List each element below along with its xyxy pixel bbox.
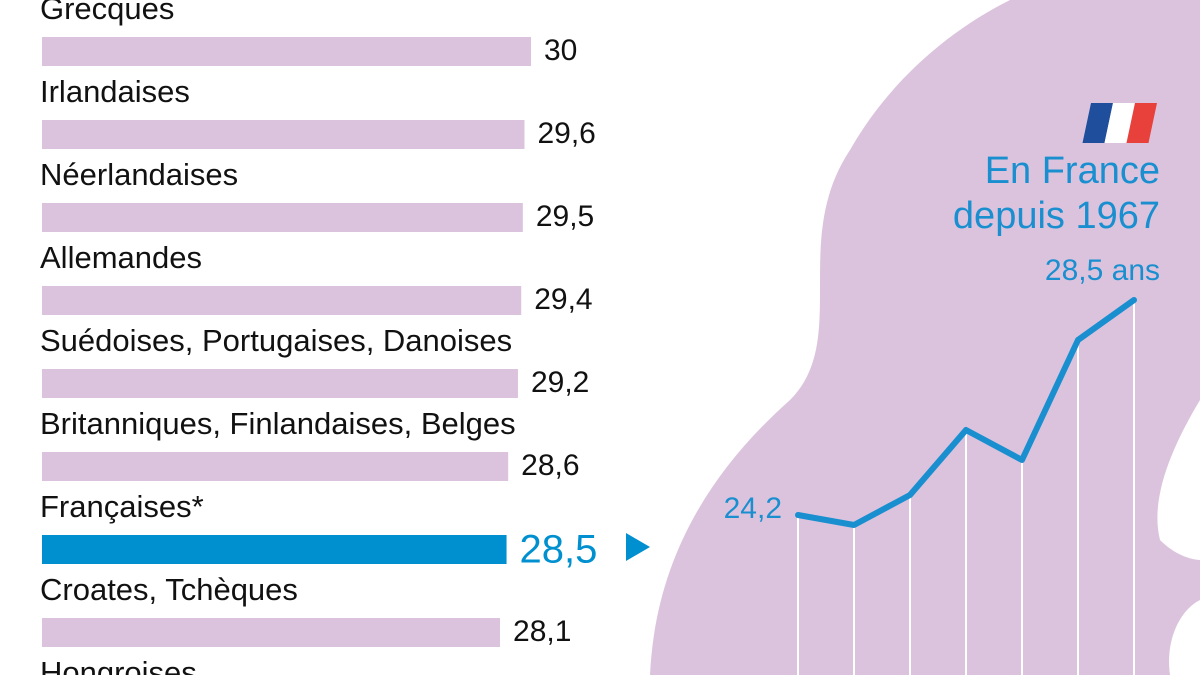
- category-label: Croates, Tchèques: [40, 572, 298, 607]
- arm-cutout: [1157, 400, 1200, 560]
- value-label: 28,1: [513, 615, 571, 648]
- category-label: Irlandaises: [40, 74, 190, 109]
- bar: [42, 618, 501, 647]
- bar: [42, 37, 531, 66]
- bar: [42, 120, 525, 149]
- value-label: 28,6: [521, 449, 579, 482]
- arm-cutout: [1169, 600, 1200, 675]
- category-label: Suédoises, Portugaises, Danoises: [40, 323, 512, 358]
- value-label: 28,5: [520, 528, 598, 572]
- category-label: Néerlandaises: [40, 157, 238, 192]
- french-flag: [1082, 103, 1157, 143]
- bar: [42, 535, 507, 564]
- value-label: 28,5 ans: [1045, 254, 1160, 287]
- highlight-arrow: [626, 533, 650, 561]
- value-label: 24,2: [724, 492, 782, 525]
- bar: [42, 452, 509, 481]
- bar: [42, 369, 518, 398]
- category-label: Françaises*: [40, 489, 204, 524]
- category-label: Hongroises: [40, 655, 197, 675]
- chart-title: depuis 1967: [953, 195, 1160, 237]
- value-label: 29,4: [534, 283, 592, 316]
- silhouette: [650, 0, 1200, 675]
- value-label: 29,5: [536, 200, 594, 233]
- bar: [42, 203, 523, 232]
- category-label: Britanniques, Finlandaises, Belges: [40, 406, 516, 441]
- bar: [42, 286, 522, 315]
- value-label: 30: [544, 34, 577, 67]
- category-label: Allemandes: [40, 240, 202, 275]
- chart-title: En France: [985, 150, 1160, 192]
- category-label: Grecques: [40, 0, 174, 26]
- value-label: 29,6: [537, 117, 595, 150]
- value-label: 29,2: [531, 366, 589, 399]
- line: [795, 297, 1137, 528]
